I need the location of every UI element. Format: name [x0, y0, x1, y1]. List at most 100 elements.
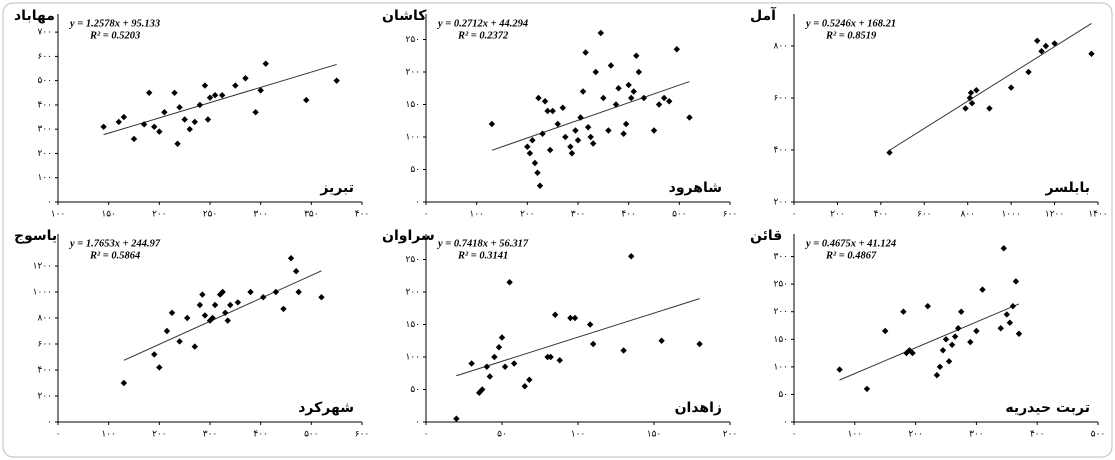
x-tick-label: ۶۰۰ — [917, 210, 932, 220]
point — [151, 123, 158, 130]
equation: R² = 0.3141 — [457, 250, 508, 261]
equation: R² = 0.5864 — [89, 250, 140, 261]
point — [176, 338, 183, 345]
trendline — [491, 81, 690, 151]
y-tick-label: ۵۰ — [410, 385, 420, 395]
y-tick-label: ۰ — [47, 198, 52, 208]
point — [958, 308, 965, 315]
x-tick-label: ۳۰۰ — [203, 430, 218, 440]
station-label: شهرکرد — [298, 400, 354, 416]
point — [115, 118, 122, 126]
point — [945, 358, 953, 365]
point — [184, 314, 191, 322]
point — [120, 379, 128, 387]
point — [628, 253, 635, 260]
y-tick-label: ۲۵۰ — [405, 35, 420, 45]
point — [211, 92, 219, 99]
point — [526, 376, 533, 383]
point — [495, 344, 503, 351]
point — [658, 337, 665, 344]
point — [252, 109, 259, 116]
point — [1003, 311, 1010, 318]
point — [224, 317, 231, 324]
y-tick-label: ۵۰ — [778, 390, 788, 400]
point — [568, 150, 576, 157]
point — [559, 104, 566, 111]
point — [191, 343, 198, 350]
point — [882, 327, 889, 335]
point — [140, 121, 148, 128]
x-tick-label: ۱۰۰ — [571, 430, 586, 440]
point — [521, 383, 528, 390]
x-tick-label: ۱۰۰ — [51, 210, 66, 220]
point — [531, 159, 539, 167]
point — [257, 87, 264, 94]
y-tick-label: ۱۵۰ — [405, 100, 420, 110]
point — [483, 363, 490, 370]
x-tick-label: ۲۵۰ — [203, 210, 218, 220]
station-title: سراوان — [382, 228, 435, 244]
x-tick-label: ۲۰۰ — [830, 210, 845, 220]
point — [181, 116, 188, 123]
x-tick-label: ۶۰۰ — [355, 430, 370, 440]
point — [556, 357, 563, 364]
y-tick-label: ۱۰۰ — [773, 362, 788, 372]
x-tick-label: ۰ — [424, 210, 429, 220]
point — [536, 182, 544, 189]
point — [942, 336, 950, 343]
point — [176, 104, 183, 111]
equation: R² = 0.8519 — [825, 30, 877, 41]
point — [272, 288, 280, 296]
point — [199, 291, 206, 298]
point — [939, 347, 947, 354]
point — [567, 143, 574, 150]
station-title: یاسوج — [14, 228, 57, 244]
point — [219, 288, 226, 296]
station-label: زاهدان — [675, 400, 722, 416]
point — [574, 137, 582, 144]
x-tick-label: ۵۰۰ — [1091, 430, 1106, 440]
point — [948, 341, 956, 348]
x-tick-label: ۳۵۰ — [304, 210, 319, 220]
point — [280, 305, 287, 313]
x-tick-label: ۲۰۰ — [152, 210, 167, 220]
point — [1007, 84, 1015, 91]
point — [966, 94, 974, 102]
point — [171, 89, 178, 96]
point — [967, 338, 974, 346]
point — [584, 124, 592, 131]
trendline — [123, 270, 322, 361]
y-tick-label: ۰ — [415, 418, 420, 428]
point — [206, 94, 214, 101]
equation: R² = 0.4867 — [825, 250, 877, 261]
equation: y = 0.7418x + 56.317 — [436, 238, 529, 249]
point — [635, 68, 642, 76]
x-tick-label: ۸۰۰ — [960, 210, 975, 220]
station-label: تربت حیدریه — [1005, 400, 1090, 416]
x-tick-label: ۱۰۰ — [848, 430, 863, 440]
x-tick-label: ۰ — [792, 430, 797, 440]
x-tick-label: ۰ — [792, 210, 797, 220]
y-tick-label: ۶۰۰ — [773, 94, 788, 104]
point — [666, 98, 673, 105]
point — [201, 82, 209, 89]
point — [196, 301, 204, 309]
point — [292, 268, 300, 275]
station-title: قائن — [750, 228, 782, 244]
point — [260, 294, 267, 301]
equation: R² = 0.5203 — [89, 30, 140, 41]
y-tick-label: ۲۰۰ — [37, 149, 52, 159]
point — [600, 94, 607, 102]
y-tick-label: ۵۰۰ — [37, 76, 52, 86]
point — [100, 123, 107, 130]
x-tick-label: ۵۰۰ — [304, 430, 319, 440]
point — [156, 364, 163, 371]
point — [506, 279, 513, 286]
point — [924, 302, 931, 310]
point — [863, 385, 871, 393]
point — [615, 85, 622, 92]
y-tick-label: ۶۰۰ — [37, 52, 52, 62]
station-title: کاشان — [382, 8, 427, 24]
point — [547, 353, 554, 361]
